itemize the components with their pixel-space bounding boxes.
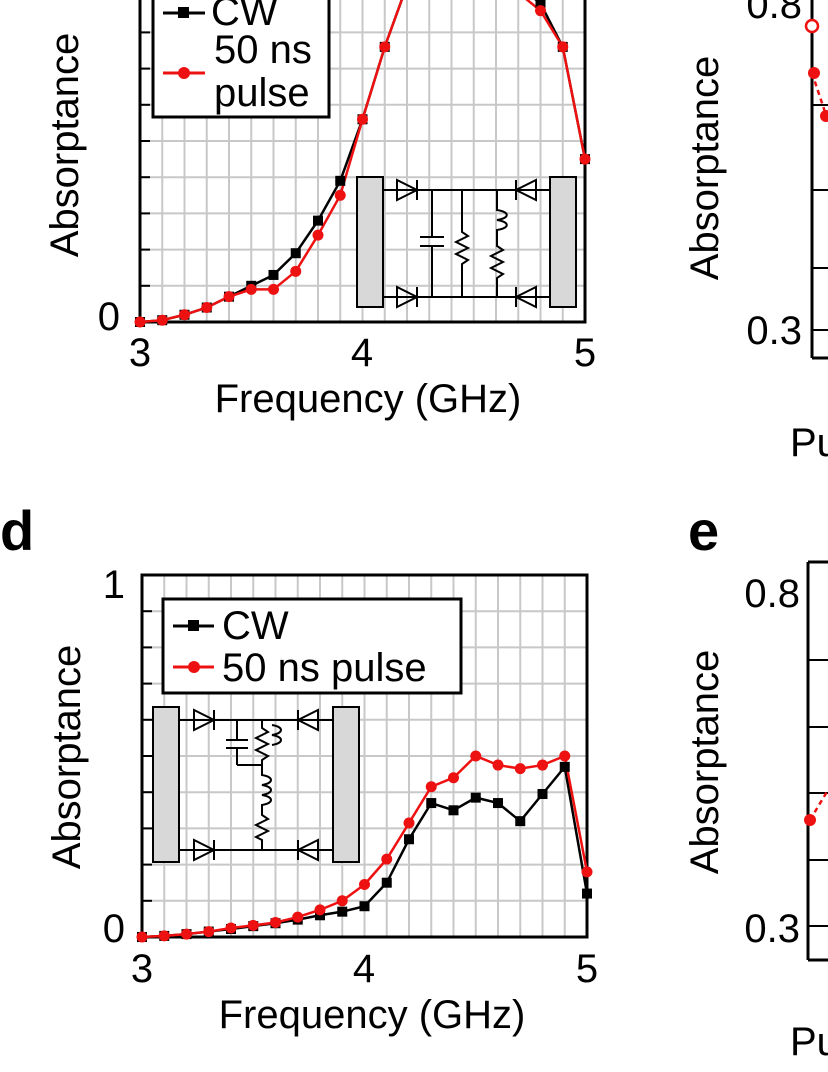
- y-axis-label-e: Absorptance: [683, 650, 727, 875]
- x-tick-3: 3: [129, 331, 151, 375]
- legend-top: CW 50 ns pulse: [151, 0, 331, 119]
- data-point-d-pulse: [425, 781, 437, 793]
- data-point-d-pulse: [559, 750, 571, 762]
- data-point-d-pulse: [403, 817, 415, 829]
- data-point-top-pulse: [134, 316, 146, 328]
- x-axis-label-e-partial: Pu: [790, 1020, 828, 1064]
- legend-d-cw-label: CW: [222, 604, 289, 648]
- chart-panel-e-cropped: e 0.8 0.3 Absorptance Pu: [683, 499, 828, 1064]
- data-point-d-cw: [404, 834, 414, 845]
- x-tick-4: 4: [351, 331, 373, 375]
- data-point-top-pulse: [223, 291, 235, 303]
- y-tick-0: 0: [98, 295, 120, 339]
- chart-top-left: CW 50 ns pulse 0 3 4 5 Frequency (GHz) A…: [43, 0, 596, 421]
- data-point-d-pulse: [381, 853, 393, 865]
- data-point-d-pulse: [336, 895, 348, 907]
- data-point-top-pulse: [579, 153, 591, 165]
- chart-top-right-cropped: 0.8 0.3 Absorptance Pu: [683, 0, 828, 465]
- data-point-d-pulse: [492, 759, 504, 771]
- data-point-d-pulse: [470, 750, 482, 762]
- data-point-d-cw: [537, 789, 548, 800]
- legend-d: CW 50 ns pulse: [161, 597, 463, 695]
- data-point-d-pulse: [136, 931, 148, 943]
- data-point-d-cw: [448, 805, 459, 816]
- data-point-top-cw: [290, 248, 301, 259]
- circuit-inset-d: [152, 706, 360, 863]
- data-point-d-cw: [426, 798, 437, 809]
- y-tick-d-0: 0: [103, 907, 125, 951]
- x-tick-5: 5: [574, 331, 596, 375]
- y-tick-c-08: 0.8: [746, 0, 802, 27]
- data-point-top-cw: [535, 0, 546, 9]
- data-point-top-pulse: [201, 302, 213, 314]
- data-point-top-pulse: [357, 113, 368, 125]
- data-point-top-pulse: [312, 229, 324, 241]
- data-point-top-cw: [335, 175, 346, 186]
- y-axis-label-d: Absorptance: [45, 645, 89, 870]
- data-point-d-pulse: [448, 772, 459, 784]
- data-point-d-pulse: [292, 911, 304, 923]
- data-point-top-pulse: [379, 41, 391, 53]
- legend-pulse-label-line1: 50 ns: [214, 28, 312, 72]
- data-point-d-pulse: [270, 917, 281, 929]
- data-point-d-pulse: [225, 922, 237, 934]
- data-point-top-pulse: [268, 283, 279, 295]
- x-axis-label-c-partial: Pu: [790, 421, 828, 465]
- data-point-d-cw: [337, 906, 348, 917]
- legend-pulse-label-line2: pulse: [214, 71, 310, 115]
- data-point-d-pulse: [581, 866, 593, 878]
- circuit-inset-top: [356, 176, 577, 309]
- x-axis-label-d: Frequency (GHz): [219, 993, 526, 1037]
- data-point-d-cw: [381, 877, 392, 888]
- legend-d-pulse-label: 50 ns pulse: [222, 646, 427, 690]
- x-axis-label-top: Frequency (GHz): [215, 377, 522, 421]
- data-point-d-pulse: [359, 879, 370, 891]
- y-axis-label-top: Absorptance: [43, 33, 87, 258]
- data-point-d-cw: [515, 816, 526, 827]
- data-point-d-cw: [559, 761, 570, 772]
- y-tick-e-03: 0.3: [744, 907, 800, 951]
- data-point-top-cw: [268, 269, 279, 280]
- data-point-top-pulse: [290, 265, 302, 277]
- panel-label-e: e: [688, 499, 719, 562]
- data-point-d-cw: [493, 798, 503, 809]
- y-axis-label-c: Absorptance: [683, 56, 727, 281]
- data-point-d-pulse: [158, 930, 170, 942]
- y-tick-d-1: 1: [103, 563, 125, 607]
- data-point-top-cw: [313, 215, 323, 226]
- y-tick-c-03: 0.3: [746, 309, 802, 353]
- data-point-d-pulse: [514, 763, 526, 775]
- chart-panel-d: d CW 50 ns: [0, 499, 598, 1037]
- data-point-top-pulse: [535, 5, 546, 17]
- data-point-top-pulse: [156, 314, 168, 326]
- x-tick-d-5: 5: [576, 947, 598, 991]
- data-point-top-pulse: [557, 41, 569, 53]
- data-point-d-cw: [582, 888, 592, 899]
- x-tick-d-3: 3: [131, 947, 153, 991]
- series-top: [134, 0, 591, 328]
- x-tick-d-4: 4: [353, 947, 375, 991]
- data-point-top-pulse: [179, 309, 190, 321]
- data-point-d-cw: [470, 792, 481, 803]
- data-point-top-pulse: [334, 189, 346, 201]
- series-d: [136, 750, 593, 943]
- data-point-d-pulse: [314, 904, 326, 916]
- data-point-d-pulse: [247, 919, 259, 931]
- data-point-d-pulse: [203, 926, 215, 938]
- data-point-d-cw: [359, 901, 370, 912]
- data-point-d-pulse: [537, 759, 548, 771]
- data-point-top-pulse: [245, 283, 257, 295]
- y-tick-e-08: 0.8: [744, 572, 800, 616]
- legend-cw-label: CW: [211, 0, 278, 34]
- data-point-d-pulse: [181, 928, 192, 940]
- panel-label-d: d: [0, 499, 34, 562]
